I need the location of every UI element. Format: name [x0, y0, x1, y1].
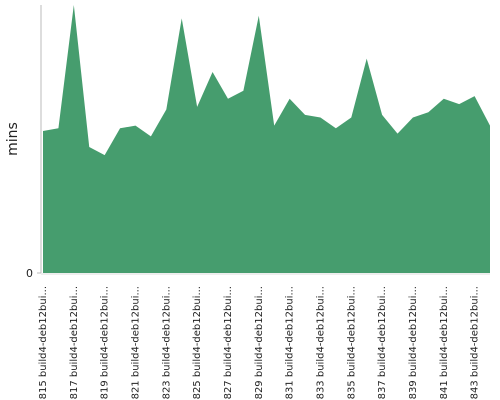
x-tick-label: #831 build4-deb12bui...: [285, 286, 296, 400]
x-tick-label: #833 build4-deb12bui...: [315, 286, 326, 400]
x-tick-label: #841 build4-deb12bui...: [439, 286, 450, 400]
area: [43, 5, 490, 273]
x-tick-label: #823 build4-deb12bui...: [161, 286, 172, 400]
x-tick-label: #835 build4-deb12bui...: [346, 286, 357, 400]
x-tick-label: #821 build4-deb12bui...: [130, 286, 141, 400]
x-tick-label: #817 build4-deb12bui...: [69, 286, 80, 400]
x-tick-label: #843 build4-deb12bui...: [470, 286, 481, 400]
x-tick-label: #819 build4-deb12bui...: [100, 286, 111, 400]
x-tick-label: #837 build4-deb12bui...: [377, 286, 388, 400]
x-tick-label: #829 build4-deb12bui...: [254, 286, 265, 400]
x-tick-label: #827 build4-deb12bui...: [223, 286, 234, 400]
x-tick-label: #839 build4-deb12bui...: [408, 286, 419, 400]
y-axis-label: mins: [5, 122, 21, 156]
x-tick-label: #815 build4-deb12bui...: [38, 286, 49, 400]
x-tick-label: #825 build4-deb12bui...: [192, 286, 203, 400]
y-tick-label: 0: [26, 267, 33, 280]
